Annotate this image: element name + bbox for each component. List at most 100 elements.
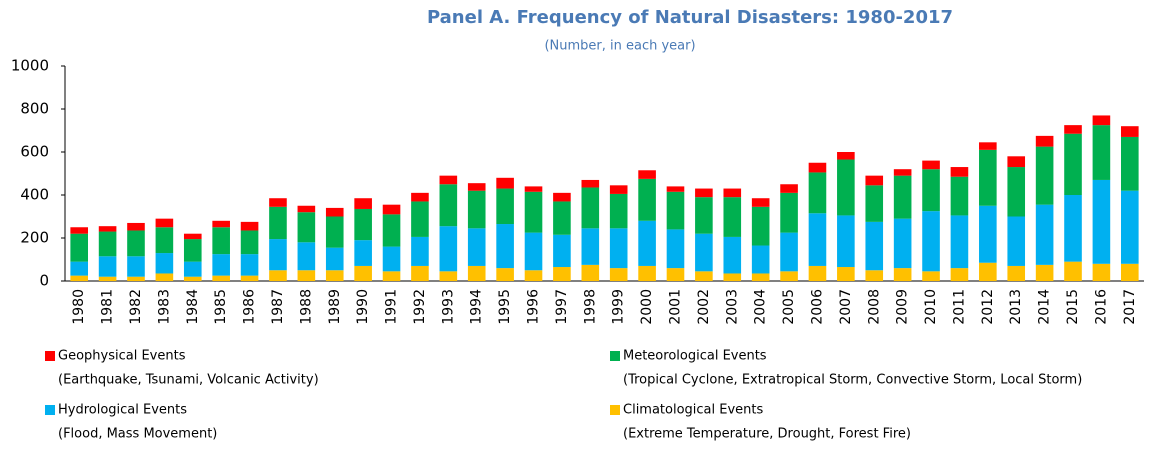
x-tick-label: 1989 (327, 289, 343, 325)
y-tick-label: 1000 (11, 57, 49, 75)
bar-segment (922, 211, 940, 272)
x-tick-label: 2011 (951, 289, 967, 325)
x-tick-label: 1996 (526, 289, 542, 325)
bar-segment (723, 197, 742, 237)
bar-segment (638, 170, 656, 179)
bar-segment (950, 268, 969, 281)
bar-segment (581, 264, 600, 281)
bar-segment (893, 169, 912, 176)
x-tick-label: 1999 (611, 289, 627, 325)
bar-segment (751, 198, 770, 207)
bar-segment (297, 242, 316, 271)
bar-segment (780, 184, 798, 193)
bar-segment (837, 267, 855, 281)
bar-segment (666, 229, 685, 269)
bar-segment (780, 232, 798, 272)
x-tick-label: 2005 (781, 289, 797, 325)
bar-segment (1007, 265, 1026, 281)
x-tick-label: 2012 (980, 289, 996, 325)
bar-segment (979, 149, 997, 206)
x-tick-label: 2017 (1122, 289, 1138, 325)
bar-segment (1121, 126, 1139, 137)
bar-segment (922, 160, 940, 170)
bar-segment (325, 207, 344, 217)
legend-label: Hydrological Events (58, 403, 187, 418)
bar-segment (1092, 125, 1111, 180)
bar-segment (609, 228, 628, 269)
bar-segment (609, 268, 628, 281)
bar-segment (411, 265, 429, 281)
legend-swatch (45, 351, 55, 361)
bar-segment (70, 227, 88, 234)
bar-segment (467, 228, 486, 266)
bar-segment (439, 271, 458, 281)
bar-segment (1092, 263, 1111, 281)
legend-description: (Tropical Cyclone, Extratropical Storm, … (623, 373, 1082, 388)
bar-segment (695, 188, 713, 198)
bar-segment (1007, 156, 1026, 168)
bar-segment (1121, 190, 1139, 264)
bar-segment (127, 230, 145, 257)
bar-segment (240, 221, 259, 231)
bar-segment (183, 239, 202, 262)
bar-segment (212, 227, 230, 255)
bar-segment (865, 221, 884, 271)
bar-segment (524, 232, 543, 271)
x-tick-label: 2016 (1093, 289, 1109, 325)
bar-segment (524, 191, 543, 233)
bar-segment (269, 239, 287, 271)
x-tick-label: 2003 (724, 289, 740, 325)
bar-segment (411, 236, 429, 266)
bar-segment (950, 176, 969, 216)
bar-segment (269, 198, 287, 207)
bar-segment (297, 270, 316, 281)
bar-segment (893, 218, 912, 269)
bar-segment (439, 226, 458, 272)
bar-segment (666, 268, 685, 281)
x-tick-label: 2004 (753, 289, 769, 325)
bar-segment (780, 271, 798, 281)
bar-segment (1035, 135, 1054, 147)
legend-description: (Earthquake, Tsunami, Volcanic Activity) (58, 373, 319, 388)
bar-segment (155, 218, 174, 228)
bar-segment (240, 254, 259, 276)
bar-segment (127, 256, 145, 277)
bar-segment (837, 159, 855, 216)
chart-subtitle: (Number, in each year) (544, 39, 695, 54)
bar-segment (638, 220, 656, 266)
bar-segment (1121, 136, 1139, 191)
bar-segment (865, 270, 884, 281)
bar-segment (382, 214, 401, 247)
bar-segment (183, 261, 202, 277)
x-tick-label: 1980 (71, 289, 87, 325)
bar-segment (467, 190, 486, 229)
bar-segment (183, 233, 202, 240)
legend-description: (Flood, Mass Movement) (58, 427, 217, 442)
bar-segment (70, 261, 88, 276)
bar-segment (1092, 179, 1111, 264)
bar-segment (837, 215, 855, 268)
x-tick-label: 1991 (384, 289, 400, 325)
bar-segment (638, 178, 656, 221)
bar-segment (808, 162, 827, 173)
bar-segment (467, 265, 486, 281)
bar-segment (70, 275, 88, 281)
bar-segment (98, 276, 117, 281)
x-tick-label: 1981 (100, 289, 116, 325)
x-tick-label: 2010 (923, 289, 939, 325)
bar-segment (1092, 115, 1111, 126)
bar-segment (922, 169, 940, 212)
bar-segment (751, 273, 770, 281)
bar-segment (382, 204, 401, 215)
x-tick-label: 1983 (156, 289, 172, 325)
bar-segment (950, 215, 969, 269)
bar-segment (893, 175, 912, 219)
bar-segment (212, 275, 230, 281)
bar-segment (780, 192, 798, 233)
bar-segment (155, 273, 174, 281)
legend-swatch (610, 351, 620, 361)
bar-segment (127, 222, 145, 231)
bar-segment (922, 271, 940, 281)
chart-title: Panel A. Frequency of Natural Disasters:… (427, 7, 953, 28)
bar-segment (609, 185, 628, 194)
